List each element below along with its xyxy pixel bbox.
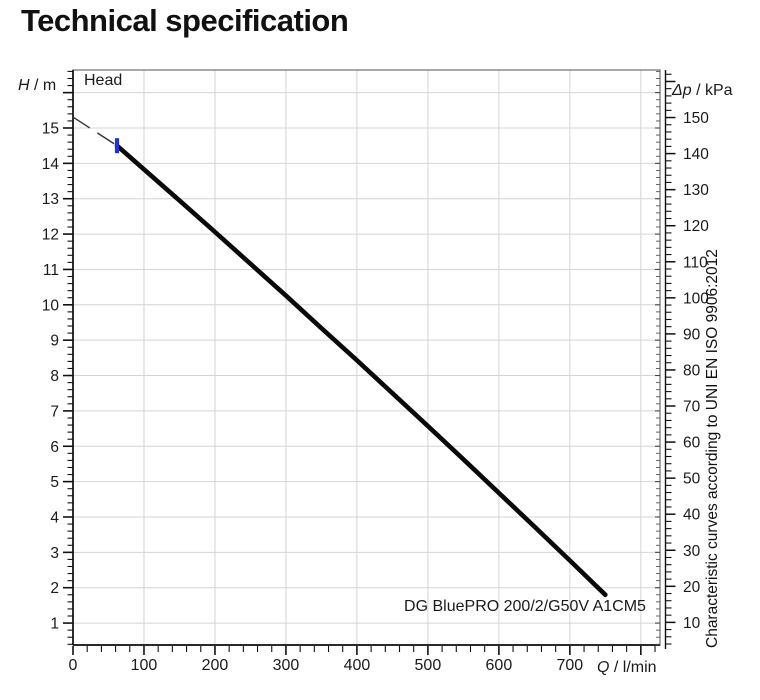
series-label: DG BluePRO 200/2/G50V A1CM5	[404, 598, 646, 615]
svg-text:5: 5	[50, 474, 59, 491]
svg-text:7: 7	[50, 403, 59, 420]
svg-text:110: 110	[683, 254, 708, 271]
pressure-unit: / kPa	[696, 82, 733, 99]
iso-standard-caption: Characteristic curves according to UNI E…	[704, 249, 721, 649]
svg-text:1: 1	[50, 616, 59, 633]
svg-text:15: 15	[42, 120, 59, 137]
svg-text:90: 90	[683, 326, 701, 343]
svg-text:10: 10	[683, 615, 701, 632]
svg-text:6: 6	[50, 439, 59, 456]
svg-text:40: 40	[683, 507, 701, 524]
svg-text:20: 20	[683, 579, 701, 596]
head-unit: / m	[34, 77, 57, 94]
svg-text:8: 8	[50, 368, 59, 385]
svg-text:200: 200	[202, 657, 229, 674]
svg-text:4: 4	[50, 509, 59, 526]
svg-text:11: 11	[43, 262, 59, 279]
page-title: Technical specification	[21, 3, 349, 38]
svg-text:70: 70	[683, 399, 701, 416]
svg-text:120: 120	[683, 218, 709, 235]
flow-symbol: Q	[597, 659, 610, 676]
svg-text:700: 700	[557, 657, 584, 674]
svg-text:10: 10	[42, 297, 60, 314]
svg-text:3: 3	[50, 545, 59, 562]
flow-unit: / l/min	[613, 659, 657, 676]
svg-text:300: 300	[273, 657, 300, 674]
head-symbol: H	[18, 77, 30, 94]
svg-text:12: 12	[42, 227, 59, 244]
svg-text:60: 60	[683, 435, 701, 452]
svg-text:140: 140	[683, 146, 709, 163]
svg-text:2: 2	[50, 580, 59, 597]
svg-text:130: 130	[683, 182, 709, 199]
svg-text:0: 0	[69, 657, 78, 674]
svg-text:100: 100	[131, 657, 158, 674]
svg-text:80: 80	[683, 362, 701, 379]
svg-text:13: 13	[42, 191, 59, 208]
x-axis-title: Q / l/min	[597, 659, 657, 677]
svg-text:30: 30	[683, 543, 701, 560]
y-axis-left-title: H / m	[18, 77, 56, 95]
chart-inner-label: Head	[84, 72, 123, 89]
svg-text:100: 100	[683, 290, 709, 307]
pressure-symbol: Δp	[672, 82, 692, 99]
svg-text:400: 400	[344, 657, 371, 674]
svg-text:14: 14	[42, 156, 60, 173]
svg-text:600: 600	[486, 657, 513, 674]
svg-text:150: 150	[683, 110, 709, 127]
svg-text:500: 500	[415, 657, 442, 674]
y-axis-right-title: Δp / kPa	[672, 82, 733, 100]
svg-text:9: 9	[50, 333, 59, 350]
svg-text:50: 50	[683, 471, 701, 488]
